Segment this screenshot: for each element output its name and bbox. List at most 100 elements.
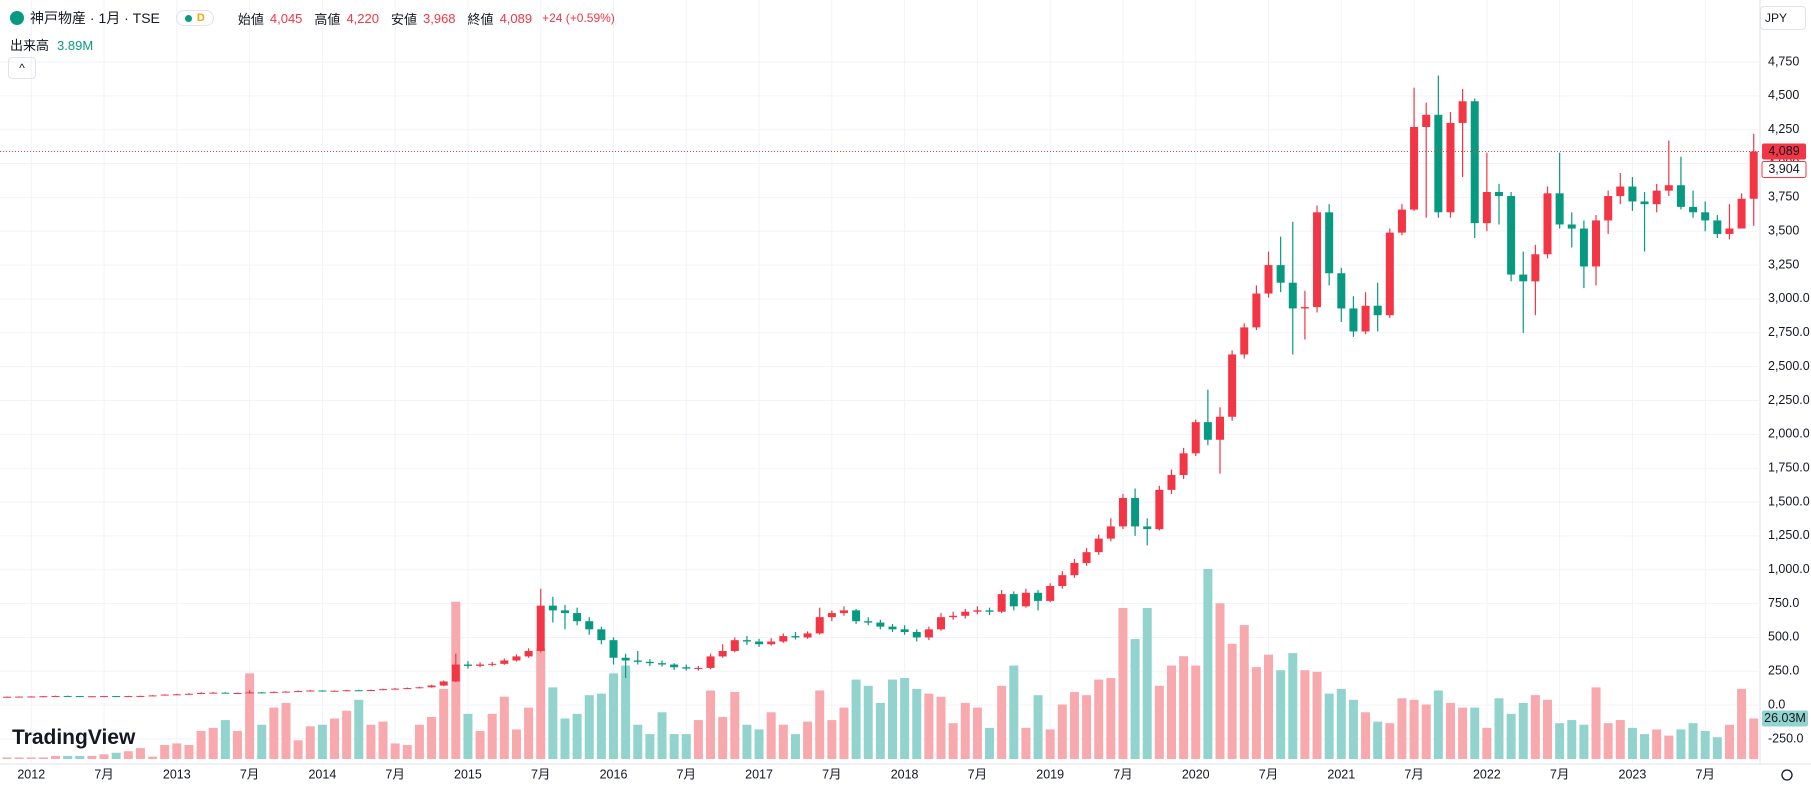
candle-body — [937, 617, 946, 630]
candle-body — [1458, 101, 1467, 123]
candle-body — [15, 696, 24, 698]
candle-body — [1543, 193, 1552, 255]
candle-body — [1337, 273, 1346, 309]
candle-body — [524, 650, 533, 657]
volume-bar — [1409, 699, 1419, 759]
volume-bar — [232, 730, 242, 759]
candle-body — [100, 696, 109, 698]
volume-bar — [1312, 671, 1322, 759]
volume-bar — [887, 679, 897, 759]
volume-bar — [1494, 698, 1504, 759]
candle-body — [172, 694, 181, 696]
volume-bar — [572, 713, 582, 759]
y-tick-label: 1,500.0 — [1768, 494, 1810, 508]
volume-bar — [596, 693, 606, 759]
y-tick-label: 2,250.0 — [1768, 393, 1810, 407]
candle-body — [63, 695, 72, 697]
y-tick-label: 3,750 — [1768, 190, 1799, 204]
volume-bar — [257, 724, 267, 759]
volume-bar — [63, 755, 73, 759]
ohlc-value: 4,089 — [499, 10, 533, 26]
candle-body — [645, 661, 654, 664]
volume-bar — [342, 710, 352, 759]
x-tick-label: 7月 — [1259, 767, 1278, 781]
candle-body — [1519, 274, 1528, 282]
candle-body — [536, 605, 545, 651]
candle-body — [148, 695, 157, 697]
y-tick-label: 4,500 — [1768, 88, 1799, 102]
candle-body — [233, 692, 242, 694]
logo-text: TradingView — [12, 726, 136, 749]
candle-body — [1579, 228, 1588, 267]
volume-bar — [1555, 723, 1565, 759]
candle-body — [730, 640, 739, 651]
candle-body — [245, 692, 254, 694]
candle-body — [985, 610, 994, 612]
ohlc-value: 4,220 — [346, 10, 379, 26]
volume-bar — [366, 724, 376, 759]
currency-button[interactable]: JPY — [1760, 6, 1806, 30]
ohlc-label: 安値 — [390, 11, 417, 27]
x-tick-label: 2021 — [1327, 767, 1355, 781]
candle-body — [694, 667, 703, 669]
volume-bar — [1627, 727, 1637, 759]
candle-body — [633, 660, 642, 662]
volume-bar — [378, 721, 388, 759]
volume-bar — [1045, 729, 1055, 759]
candle-body — [1604, 196, 1613, 221]
candle-body — [839, 610, 848, 614]
volume-bar — [1300, 670, 1310, 759]
volume-bar — [305, 726, 315, 759]
volume-bar — [475, 730, 485, 759]
volume-bar — [536, 648, 546, 759]
ohlc-label: 高値 — [314, 11, 341, 27]
interval-badge[interactable]: D — [175, 10, 214, 26]
volume-bar — [1615, 720, 1625, 759]
volume-bar — [75, 755, 85, 759]
volume-bar — [184, 744, 194, 759]
candle-body — [1725, 228, 1734, 234]
volume-bar — [51, 755, 61, 759]
collapse-button[interactable]: ^ — [8, 57, 36, 79]
volume-bar — [1288, 653, 1298, 759]
volume-bar — [14, 757, 24, 759]
candle-body — [1664, 185, 1673, 191]
candle-body — [3, 696, 11, 698]
volume-bar — [1518, 702, 1528, 759]
volume-bar — [1712, 737, 1722, 759]
volume-bar — [1421, 704, 1431, 759]
symbol-logo — [10, 11, 24, 25]
candle-body — [742, 640, 751, 642]
candle-body — [281, 691, 290, 693]
volume-bar — [148, 756, 158, 759]
volume-bar — [1106, 678, 1116, 759]
y-tick-label: 1,750.0 — [1768, 460, 1810, 474]
candle-body — [184, 693, 193, 695]
countdown-tag — [1761, 160, 1807, 178]
volume-bar — [948, 723, 958, 759]
volume-bar — [960, 702, 970, 759]
volume-bar — [900, 678, 910, 759]
candle-body — [75, 696, 84, 698]
volume-bar — [693, 720, 703, 759]
volume-bar — [1276, 670, 1286, 759]
candle-body — [1252, 293, 1261, 328]
candle-body — [1470, 101, 1479, 224]
candle-body — [1616, 186, 1625, 197]
candle-body — [973, 610, 982, 612]
candle-body — [1349, 308, 1358, 332]
y-tick-label: 3,000.0 — [1768, 291, 1810, 305]
candle-body — [1009, 594, 1018, 607]
candle-body — [197, 692, 206, 694]
candle-body — [342, 690, 351, 692]
volume-bar — [414, 724, 424, 759]
volume-bar — [1361, 712, 1371, 759]
candle-body — [1131, 497, 1140, 527]
candle-body — [1082, 552, 1091, 563]
volume-bar — [111, 752, 121, 759]
volume-bar — [706, 690, 716, 759]
volume-bar — [1094, 679, 1104, 759]
symbol[interactable]: 神戸物産 · 1月 · TSE — [30, 10, 160, 26]
volume-bar — [863, 685, 873, 759]
